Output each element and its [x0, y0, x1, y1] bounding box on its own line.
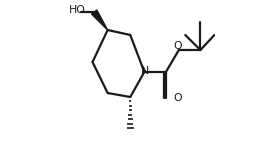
Polygon shape: [92, 10, 108, 30]
Text: O: O: [174, 41, 182, 51]
Text: O: O: [173, 93, 182, 103]
Text: N: N: [141, 66, 149, 76]
Text: HO: HO: [69, 5, 86, 15]
